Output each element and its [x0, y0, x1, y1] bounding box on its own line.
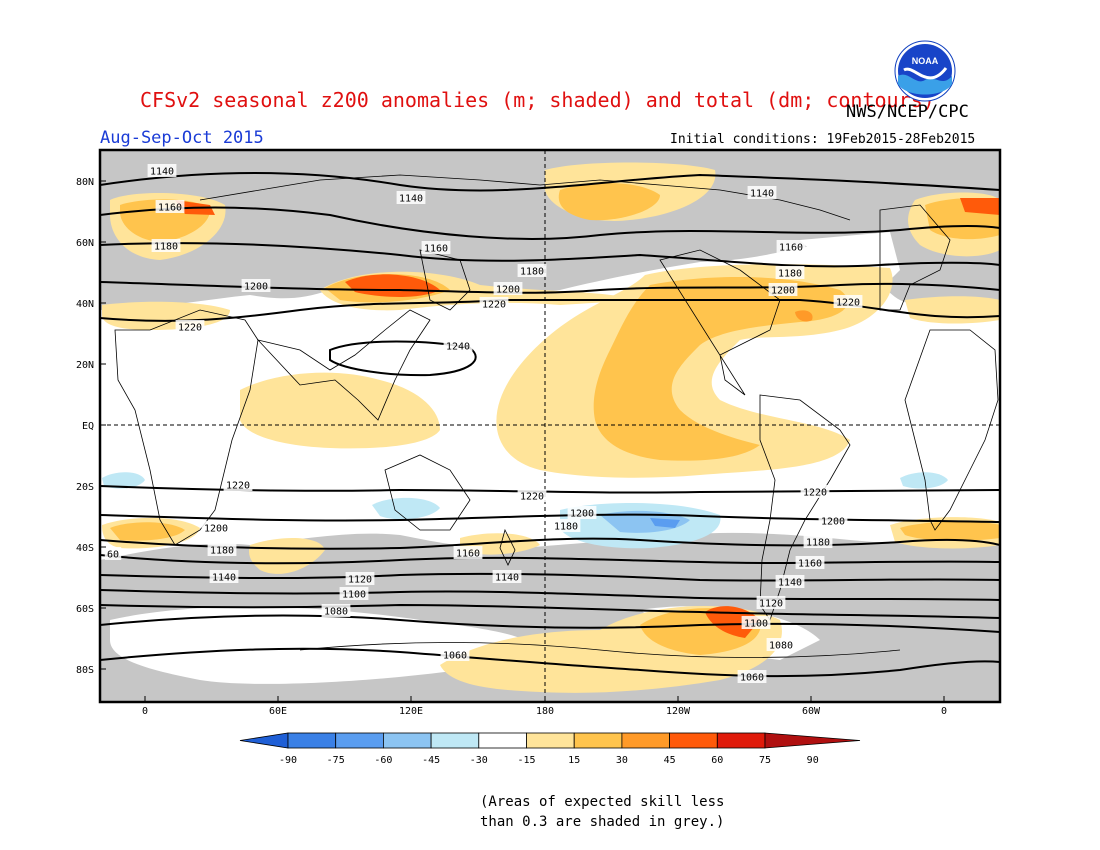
agency-label: NWS/NCEP/CPC — [846, 102, 969, 122]
contour-label: 1140 — [495, 573, 519, 584]
colorbar: -90 -75 -60 -45 -30 -15 15 30 45 60 75 90 — [239, 732, 861, 766]
contour-label: 1060 — [443, 651, 467, 662]
colorbar-tick-label: -60 — [374, 755, 392, 766]
colorbar-tick-label: 75 — [759, 755, 771, 766]
latitude-label: 40N — [76, 299, 94, 310]
colorbar-tick-label: 90 — [807, 755, 819, 766]
longitude-label: 60W — [802, 706, 821, 717]
map-frame — [98, 148, 1002, 704]
colorbar-tick-label: 60 — [711, 755, 723, 766]
contour-label: 1180 — [520, 267, 544, 278]
longitude-label: 180 — [536, 706, 554, 717]
colorbar-swatch — [669, 732, 718, 749]
contour-label: 1140 — [399, 194, 423, 205]
contour-label: 1080 — [324, 607, 348, 618]
contour-label: 1240 — [446, 342, 470, 353]
colorbar-right-arrow — [764, 732, 861, 749]
noaa-logo: NOAA — [894, 40, 956, 102]
contour-label: 1220 — [803, 488, 827, 499]
latitude-label: EQ — [82, 421, 94, 432]
skill-note-line-1: (Areas of expected skill less — [480, 794, 725, 810]
contour-label: 1200 — [204, 524, 228, 535]
negative-anomalies — [102, 472, 948, 549]
contour-label: 1220 — [520, 492, 544, 503]
latitude-label: 20N — [76, 360, 94, 371]
contour-label: 1160 — [456, 549, 480, 560]
colorbar-tick-label: -30 — [470, 755, 488, 766]
colorbar-swatch — [526, 732, 575, 749]
colorbar-swatch — [621, 732, 671, 749]
colorbar-swatch — [382, 732, 432, 749]
axis-labels: 80N 60N 40N 20N EQ 20S 40S 60S 80S 0 60E 120E 180 120… — [76, 177, 947, 717]
skill-note-line-2: than 0.3 are shaded in grey.) — [480, 814, 725, 830]
latitude-label: 60N — [76, 238, 94, 249]
contour-label: 1060 — [740, 673, 764, 684]
height-contours — [100, 172, 1000, 678]
map-title: CFSv2 seasonal z200 anomalies (m; shaded… — [140, 88, 935, 112]
contour-label: 1220 — [482, 300, 506, 311]
colorbar-swatch — [287, 732, 337, 749]
contour-label: 1080 — [769, 641, 793, 652]
contour-label: 1200 — [496, 285, 520, 296]
forecast-period: Aug-Sep-Oct 2015 — [100, 128, 264, 148]
contour-label: 1220 — [836, 298, 860, 309]
latitude-label: 80N — [76, 177, 94, 188]
colorbar-tick-label: -15 — [517, 755, 535, 766]
contour-label: 1140 — [150, 167, 174, 178]
contour-label: 1200 — [771, 286, 795, 297]
contour-label: 1100 — [744, 619, 768, 630]
skill-note: (Areas of expected skill less than 0.3 a… — [480, 792, 724, 832]
contour-label: 60 — [107, 550, 119, 561]
contour-label: 1180 — [210, 546, 234, 557]
latitude-label: 80S — [76, 665, 94, 676]
contour-label: 1180 — [778, 269, 802, 280]
colorbar-swatch — [716, 732, 766, 749]
contour-label: 1220 — [178, 323, 202, 334]
contour-label: 1200 — [821, 517, 845, 528]
coastlines — [114, 174, 999, 658]
contour-label: 1180 — [554, 522, 578, 533]
colorbar-swatch — [573, 732, 623, 749]
contour-label: 1120 — [759, 599, 783, 610]
longitude-label: 0 — [142, 706, 148, 717]
colorbar-tick-label: 45 — [664, 755, 676, 766]
colorbar-left-arrow — [239, 732, 289, 749]
svg-text:NOAA: NOAA — [912, 56, 939, 66]
contour-label: 1160 — [158, 203, 182, 214]
latitude-label: 60S — [76, 604, 94, 615]
colorbar-swatch — [478, 732, 527, 749]
contour-label: 1140 — [750, 189, 774, 200]
initial-conditions: Initial conditions: 19Feb2015-28Feb2015 — [670, 132, 976, 147]
contour-label: 1120 — [348, 575, 372, 586]
colorbar-tick-label: 30 — [616, 755, 628, 766]
contour-label: 1180 — [806, 538, 830, 549]
longitude-label: 60E — [269, 706, 287, 717]
colorbar-swatch — [335, 732, 384, 749]
latitude-label: 40S — [76, 543, 94, 554]
colorbar-tick-label: -75 — [327, 755, 345, 766]
contour-label: 1140 — [778, 578, 802, 589]
contour-label: 1160 — [779, 243, 803, 254]
contour-label: 1180 — [154, 242, 178, 253]
colorbar-tick-label: -45 — [422, 755, 440, 766]
colorbar-tick-label: 15 — [568, 755, 580, 766]
contour-label: 1160 — [798, 559, 822, 570]
latitude-label: 20S — [76, 482, 94, 493]
contour-label: 1200 — [570, 509, 594, 520]
colorbar-tick-label: -90 — [279, 755, 297, 766]
colorbar-swatch — [430, 732, 480, 749]
contour-label: 1200 — [244, 282, 268, 293]
longitude-label: 0 — [941, 706, 947, 717]
longitude-label: 120E — [399, 706, 423, 717]
contour-label: 1140 — [212, 573, 236, 584]
reference-lines — [100, 150, 1000, 702]
longitude-label: 120W — [666, 706, 691, 717]
contour-label: 1160 — [424, 244, 448, 255]
contour-label: 1100 — [342, 590, 366, 601]
contour-label: 1220 — [226, 481, 250, 492]
